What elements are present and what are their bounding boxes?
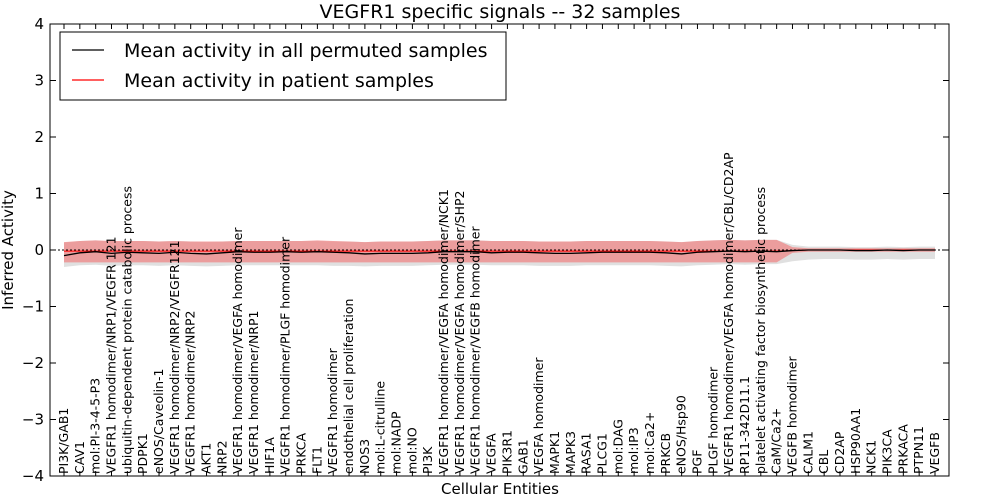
series-lines <box>63 249 935 257</box>
x-tick-label-pi3k-gab1: PI3K/GAB1 <box>56 408 71 474</box>
x-tick-label-prkcb: PRKCB <box>658 433 673 474</box>
y-tick-label: −2 <box>22 354 44 372</box>
x-tick-label-mol-no: mol:NO <box>404 427 419 474</box>
x-tick-label-vegfr1-homodimer-vegfa-homodimer-cbl-cd2ap: VEGFR1 homodimer/VEGFA homodimer/CBL/CD2… <box>721 152 736 474</box>
x-axis-label: Cellular Entities <box>441 480 559 498</box>
legend: Mean activity in all permuted samples Mea… <box>59 31 507 101</box>
y-tick-label: 2 <box>34 128 44 146</box>
y-tick-label: 1 <box>34 185 44 203</box>
x-tick-label-flt1: FLT1 <box>309 446 324 474</box>
x-tick-label-prkca: PRKCA <box>294 433 309 474</box>
x-tick-label-nck1: NCK1 <box>864 440 879 474</box>
x-tick-label-endothelial-cell-proliferation: endothelial cell proliferation <box>341 299 356 474</box>
x-tick-label-nos3: NOS3 <box>357 439 372 474</box>
x-tick-label-akt1: AKT1 <box>199 443 214 474</box>
x-tick-label-vegfr1-homodimer-vegfa-homodimer-shp2: VEGFR1 homodimer/VEGFA homodimer/SHP2 <box>452 190 467 474</box>
x-tick-label-vegfr1-homodimer-vegfb-homodimer: VEGFR1 homodimer/VEGFB homodimer <box>468 226 483 474</box>
y-tick-label: 4 <box>34 15 44 33</box>
x-tick-label-pik3ca: PIK3CA <box>879 429 894 474</box>
x-tick-label-cd2ap: CD2AP <box>832 431 847 474</box>
y-tick-label: −4 <box>22 467 44 485</box>
x-tick-label-vegfa: VEGFA <box>484 433 499 474</box>
legend-label-mean-activity-in-all-permuted-samples: Mean activity in all permuted samples <box>124 40 487 62</box>
y-ticks: −4 −3 −2 −1 0 1 2 3 4 <box>22 15 949 485</box>
x-tick-label-plcg1: PLCG1 <box>594 433 609 474</box>
legend-label-mean-activity-in-patient-samples: Mean activity in patient samples <box>124 70 434 92</box>
x-ticks: PI3K/GAB1 CAV1 mol:PI-3-4-5-P3 VEGFR1 homod… <box>56 24 942 476</box>
x-tick-label-ubiquitin-dependent-protein-catabolic-process: ubiquitin-dependent protein catabolic pr… <box>119 186 134 474</box>
x-tick-label-mol-pi-3-4-5-p3: mol:PI-3-4-5-P3 <box>88 378 103 474</box>
x-tick-label-vegfr1-homodimer-nrp2: VEGFR1 homodimer/NRP2 <box>183 311 198 474</box>
x-tick-label-cam-ca2: CaM/Ca2+ <box>769 408 784 474</box>
x-tick-label-mol-ca2: mol:Ca2+ <box>642 412 657 474</box>
y-tick-label: −3 <box>22 411 44 429</box>
x-tick-label-mol-l-citrulline: mol:L-citrulline <box>373 381 388 474</box>
x-tick-label-vegfr1-homodimer-nrp1-vegfr-121: VEGFR1 homodimer/NRP1/VEGFR 121 <box>104 236 119 474</box>
x-tick-label-mapk3: MAPK3 <box>563 431 578 474</box>
x-tick-label-pdpk1: PDPK1 <box>135 433 150 474</box>
x-tick-label-calm1: CALM1 <box>800 431 815 474</box>
x-tick-label-mol-nadp: mol:NADP <box>389 411 404 474</box>
x-tick-label-cbl: CBL <box>816 450 831 474</box>
x-tick-label-enos-hsp90: eNOS/Hsp90 <box>674 395 689 474</box>
x-tick-label-enos-caveolin-1: eNOS/Caveolin-1 <box>151 369 166 474</box>
y-axis-label: Inferred Activity <box>0 190 17 310</box>
legend-box <box>59 31 507 101</box>
x-tick-label-mol-ip3: mol:IP3 <box>626 427 641 474</box>
x-tick-label-mapk1: MAPK1 <box>547 431 562 474</box>
x-tick-label-pik3r1: PIK3R1 <box>499 430 514 474</box>
x-tick-label-hif1a: HIF1A <box>262 437 277 474</box>
x-tick-label-vegfa-homodimer: VEGFA homodimer <box>531 357 546 474</box>
x-tick-label-pgf: PGF <box>689 450 704 474</box>
line-mean-activity-in-all-permuted-samples <box>63 249 935 257</box>
x-tick-label-vegfr1-homodimer-plgf-homodimer: VEGFR1 homodimer/PLGF homodimer <box>278 236 293 474</box>
y-tick-label: −1 <box>22 298 44 316</box>
x-tick-label-nrp2: NRP2 <box>214 440 229 474</box>
x-tick-label-gab1: GAB1 <box>515 439 530 474</box>
x-tick-label-platelet-activating-factor-biosynthetic-process: platelet activating factor biosynthetic … <box>753 187 768 474</box>
x-tick-label-ptpn11: PTPN11 <box>911 426 926 474</box>
x-tick-label-rasa1: RASA1 <box>579 433 594 474</box>
x-tick-label-vegfb: VEGFB <box>927 432 942 474</box>
x-tick-label-pi3k: PI3K <box>420 446 435 474</box>
x-tick-label-prkaca: PRKACA <box>895 424 910 474</box>
x-tick-label-vegfb-homodimer: VEGFB homodimer <box>784 355 799 474</box>
x-tick-label-hsp90aa1: HSP90AA1 <box>848 408 863 474</box>
x-tick-label-mol-dag: mol:DAG <box>610 419 625 474</box>
y-tick-label: 3 <box>34 72 44 90</box>
chart-title: VEGFR1 specific signals -- 32 samples <box>320 1 681 23</box>
x-tick-label-vegfr1-homodimer-nrp1: VEGFR1 homodimer/NRP1 <box>246 311 261 474</box>
x-tick-label-rp11-342d11-1: RP11-342D11.1 <box>737 376 752 474</box>
x-tick-label-vegfr1-homodimer-vegfa-homodimer-nck1: VEGFR1 homodimer/VEGFA homodimer/NCK1 <box>436 189 451 474</box>
x-tick-label-plgf-homodimer: PLGF homodimer <box>705 366 720 474</box>
x-tick-label-vegfr1-homodimer-vegfa-homodimer: VEGFR1 homodimer/VEGFA homodimer <box>230 227 245 474</box>
x-tick-label-cav1: CAV1 <box>72 441 87 474</box>
x-tick-label-vegfr1-homodimer: VEGFR1 homodimer <box>325 347 340 474</box>
x-tick-label-vegfr1-homodimer-nrp2-vegfr121: VEGFR1 homodimer/NRP2/VEGFR121 <box>167 240 182 474</box>
y-tick-label: 0 <box>34 241 44 259</box>
plot-frame <box>49 23 950 477</box>
